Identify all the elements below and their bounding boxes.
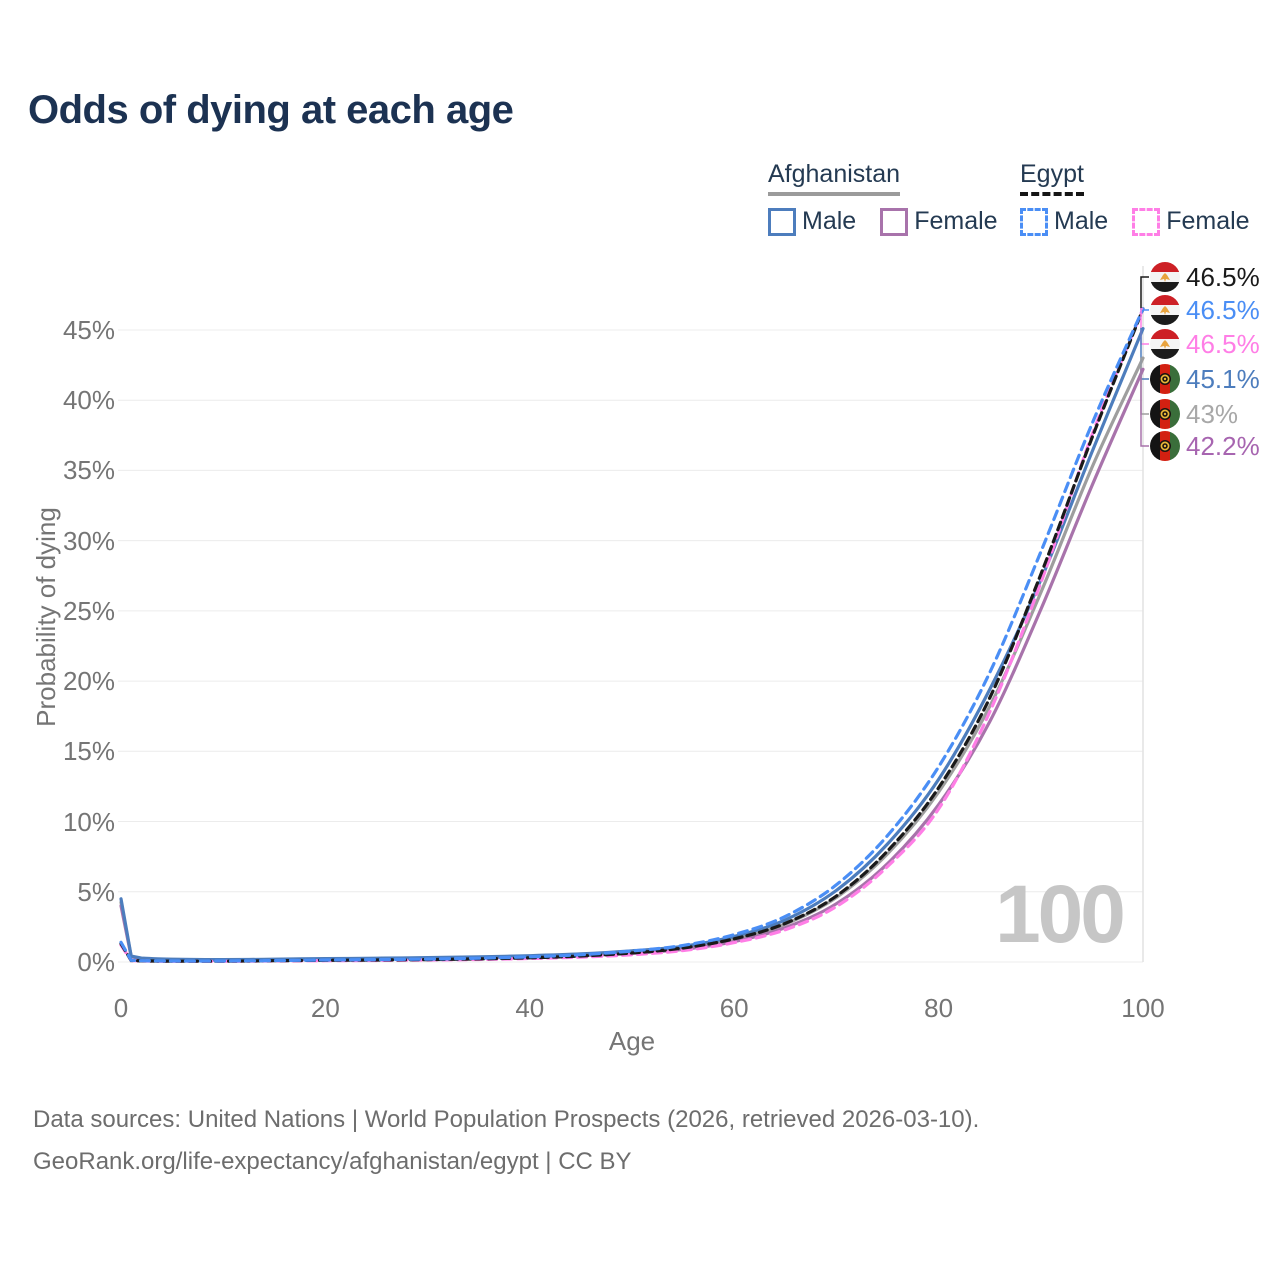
egypt-flag-icon [1150,295,1180,325]
y-tick-label: 25% [62,595,115,626]
gridlines [118,266,1144,963]
end-label-connector [1140,276,1149,310]
y-tick-label: 40% [62,385,115,416]
end-value-label: 43% [1186,399,1239,429]
legend-country-afghanistan[interactable]: Afghanistan [768,160,901,196]
afghanistan-flag-icon [1150,399,1180,429]
afghanistan-flag-icon [1150,364,1180,394]
y-tick-label: 20% [62,666,115,697]
y-tick-label: 35% [62,455,115,486]
y-tick-label: 0% [77,947,115,977]
series-line-egypt-both [119,307,1145,963]
x-tick-label: 0 [113,993,129,1023]
y-tick-label: 5% [77,876,115,907]
legend-item-afghanistan-male[interactable]: Male [768,207,856,236]
legend-item-egypt-female[interactable]: Female [1132,207,1250,236]
footer-data-sources: Data sources: United Nations | World Pop… [33,1106,980,1133]
x-tick-label: 20 [310,993,340,1023]
legend-item-afghanistan-female[interactable]: Female [880,207,998,236]
afghanistan-flag-icon [1150,431,1180,461]
end-value-label: 42.2% [1186,431,1260,461]
legend-items-egypt: Male Female [1020,207,1274,236]
x-tick-label: 60 [719,993,749,1023]
hover-age-watermark: 100 [995,869,1126,960]
legend-item-label: Female [1166,207,1250,235]
legend-country-egypt[interactable]: Egypt [1020,160,1084,196]
series-line-egypt-female [119,307,1145,963]
x-tick-label: 40 [515,993,545,1023]
end-value-label: 45.1% [1186,364,1260,394]
series-line-egypt-male [119,307,1145,963]
end-label-connector [1140,357,1149,415]
legend-group-afghanistan: Afghanistan Male Female [768,160,1022,236]
x-axis-title: Age [608,1026,656,1056]
legend-item-label: Male [1054,207,1109,235]
series-line-afghanistan-male [119,327,1145,962]
legend-item-egypt-male[interactable]: Male [1020,207,1108,236]
end-label-connector [1140,327,1149,380]
y-tick-label: 15% [62,736,115,767]
x-tick-label: 80 [924,993,954,1023]
afghanistan-female-swatch-icon [880,207,909,236]
end-value-label: 46.5% [1186,262,1260,292]
x-tick-label: 100 [1121,993,1165,1023]
end-value-label: 46.5% [1186,329,1260,359]
y-tick-label: 10% [62,806,115,837]
footer-attribution: GeoRank.org/life-expectancy/afghanistan/… [33,1148,632,1175]
end-value-label: 46.5% [1186,295,1260,325]
legend-item-label: Female [914,207,998,235]
page-title: Odds of dying at each age [28,88,514,132]
end-label-connector [1140,368,1149,447]
egypt-female-swatch-icon [1132,207,1161,236]
end-label-connector [1140,308,1149,345]
legend-item-label: Male [802,207,857,235]
legend-group-egypt: Egypt Male Female [1020,160,1274,236]
legend-items-afghanistan: Male Female [768,207,1022,236]
afghanistan-male-swatch-icon [768,207,796,236]
egypt-flag-icon [1150,329,1180,359]
egypt-flag-icon [1150,262,1180,292]
y-tick-label: 30% [62,525,115,556]
y-axis-title: Probability of dying [31,507,61,727]
egypt-male-swatch-icon [1020,207,1048,236]
y-tick-label: 45% [62,314,115,345]
